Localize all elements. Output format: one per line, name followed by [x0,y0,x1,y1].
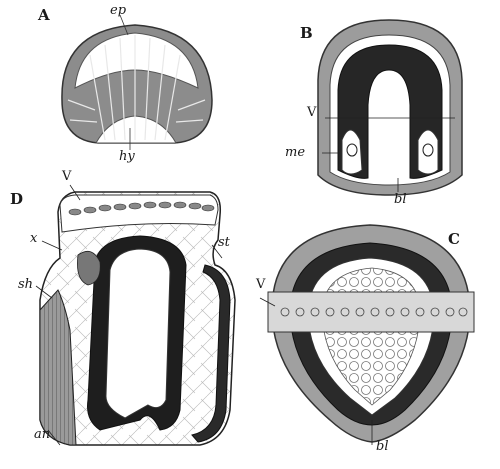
label-b-V: V [307,105,317,120]
figure-d-embryo [35,184,236,446]
label-d-x: x [30,231,38,246]
label-d-an: an [34,427,51,442]
label-a-ep: ep [110,3,127,18]
figure-b-gastrula [317,19,463,196]
figure-a-letter: A [38,6,50,24]
label-c-V: V [256,277,266,292]
figure-a-blastula [61,14,213,150]
figure-d-letter: D [10,190,24,208]
label-d-st: st [218,235,230,250]
label-b-bl: bl [394,192,407,207]
label-b-me: me [285,145,306,160]
figure-c-cross-section [259,224,475,445]
label-d-sh: sh [18,277,34,292]
figure-b-letter: B [300,24,313,42]
label-a-hy: hy [119,149,135,164]
figure-c-letter: C [448,230,460,248]
label-d-V: V [62,169,72,184]
label-c-bl: bl [376,439,389,454]
